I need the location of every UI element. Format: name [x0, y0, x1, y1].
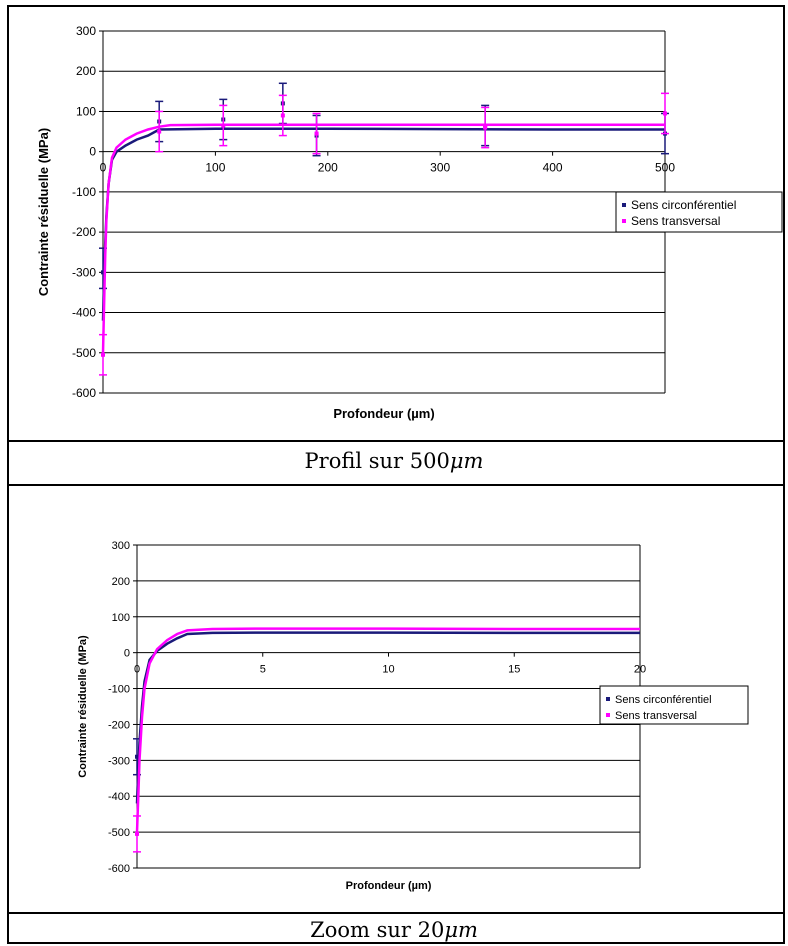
chart-profile-series-line-transversal: [101, 123, 665, 353]
caption-profile: Profil sur 500μm: [2, 449, 786, 473]
chart-profile-legend-label: Sens circonférentiel: [631, 198, 736, 212]
chart-profile-xlabel: Profondeur (µm): [333, 406, 434, 421]
chart-profile-legend-box: [615, 191, 783, 233]
figure-frame-bottom: [7, 484, 785, 944]
caption-divider-bottom: [7, 912, 785, 914]
chart-profile-xtick-label: 500: [655, 161, 675, 175]
chart-profile-data-point: [101, 270, 105, 275]
chart-profile-ytick-label: 0: [89, 145, 96, 159]
chart-profile-series-line-circonferentiel: [101, 127, 665, 321]
chart-profile-ylabel: Contrainte résiduelle (MPa): [36, 128, 51, 296]
caption-value: 500: [409, 449, 450, 473]
caption-divider-top: [7, 440, 785, 442]
chart-profile-ytick-label: -300: [72, 265, 96, 279]
chart-profile-xtick-label: 200: [318, 161, 338, 175]
chart-profile-data-point: [221, 123, 226, 128]
chart-profile-data-point: [101, 352, 105, 357]
chart-profile-ytick-label: 100: [76, 104, 96, 118]
chart-profile-ytick-label: -600: [72, 386, 96, 400]
chart-profile-data-point: [314, 131, 319, 136]
chart-profile-legend-marker: [622, 219, 626, 223]
chart-profile-data-point: [483, 125, 488, 130]
chart-profile-legend-label: Sens transversal: [631, 214, 720, 228]
caption-unit: μm: [449, 449, 484, 473]
chart-profile-xtick-label: 100: [205, 161, 225, 175]
chart-profile-xtick-label: 0: [100, 161, 107, 175]
chart-profile-xtick-label: 300: [430, 161, 450, 175]
chart-profile-ytick-label: -500: [72, 346, 96, 360]
chart-profile-ytick-label: -400: [72, 306, 96, 320]
chart-profile-ytick-label: 300: [76, 24, 96, 38]
chart-profile-data-point: [280, 113, 285, 118]
chart-profile-xtick-label: 400: [543, 161, 563, 175]
chart-profile-data-point: [157, 129, 162, 134]
chart-profile-ytick-label: -200: [72, 225, 96, 239]
caption-text: Zoom sur: [310, 918, 418, 942]
chart-profile-data-point: [663, 111, 667, 116]
caption-value: 20: [417, 918, 445, 942]
chart-profile-legend-marker: [622, 203, 626, 207]
caption-zoom: Zoom sur 20μm: [2, 918, 786, 942]
chart-profile-ytick-label: -100: [72, 185, 96, 199]
caption-unit: μm: [444, 918, 478, 942]
chart-profile-ytick-label: 200: [76, 64, 96, 78]
caption-text: Profil sur: [304, 449, 410, 473]
